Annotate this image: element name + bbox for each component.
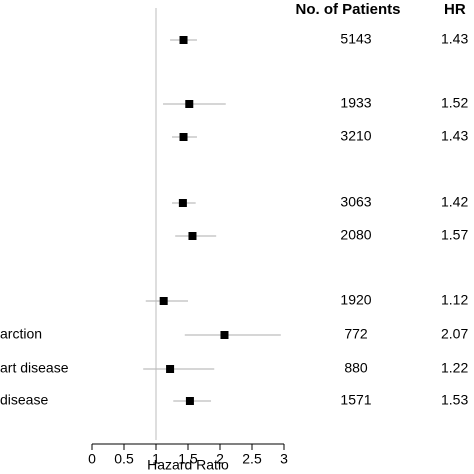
hr-value: 1.53 — [441, 392, 468, 408]
patients-header: No. of Patients — [295, 1, 400, 18]
hr-value: 1.52 — [441, 95, 468, 111]
hazard-ratio-marker — [178, 199, 187, 207]
hazard-ratio-marker — [159, 297, 168, 305]
hr-value: 1.43 — [441, 31, 468, 47]
hr-value: 2.07 — [441, 326, 468, 342]
x-tick-label: 1 — [152, 451, 160, 467]
x-tick-label: 3 — [280, 451, 288, 467]
patients-value: 3063 — [340, 194, 371, 210]
patients-value: 2080 — [340, 227, 371, 243]
patients-value: 880 — [344, 360, 368, 376]
hr-value: 1.57 — [441, 227, 468, 243]
x-axis-label: Hazard Ratio — [147, 457, 229, 473]
row-label: arction — [0, 326, 42, 342]
hr-header: HR — [444, 1, 466, 18]
hazard-ratio-marker — [188, 232, 197, 240]
x-tick-label: 2 — [216, 451, 224, 467]
hazard-ratio-marker — [166, 365, 175, 373]
patients-value: 1571 — [340, 392, 371, 408]
patients-value: 3210 — [340, 128, 371, 144]
patients-value: 1933 — [340, 95, 371, 111]
hr-value: 1.22 — [441, 360, 468, 376]
hr-value: 1.43 — [441, 128, 468, 144]
x-tick-label: 0.5 — [114, 451, 134, 467]
x-tick-label: 1.5 — [178, 451, 198, 467]
hazard-ratio-marker — [220, 331, 229, 339]
hazard-ratio-marker — [179, 133, 188, 141]
row-label: art disease — [0, 360, 69, 376]
hazard-ratio-marker — [185, 100, 194, 108]
x-tick-label: 2.5 — [242, 451, 262, 467]
patients-value: 772 — [344, 326, 368, 342]
patients-value: 5143 — [340, 31, 371, 47]
hazard-ratio-marker — [185, 397, 194, 405]
hr-value: 1.42 — [441, 194, 468, 210]
x-tick-label: 0 — [88, 451, 96, 467]
row-label: disease — [0, 392, 48, 408]
patients-value: 1920 — [340, 292, 371, 308]
hr-value: 1.12 — [441, 292, 468, 308]
hazard-ratio-marker — [179, 36, 188, 44]
